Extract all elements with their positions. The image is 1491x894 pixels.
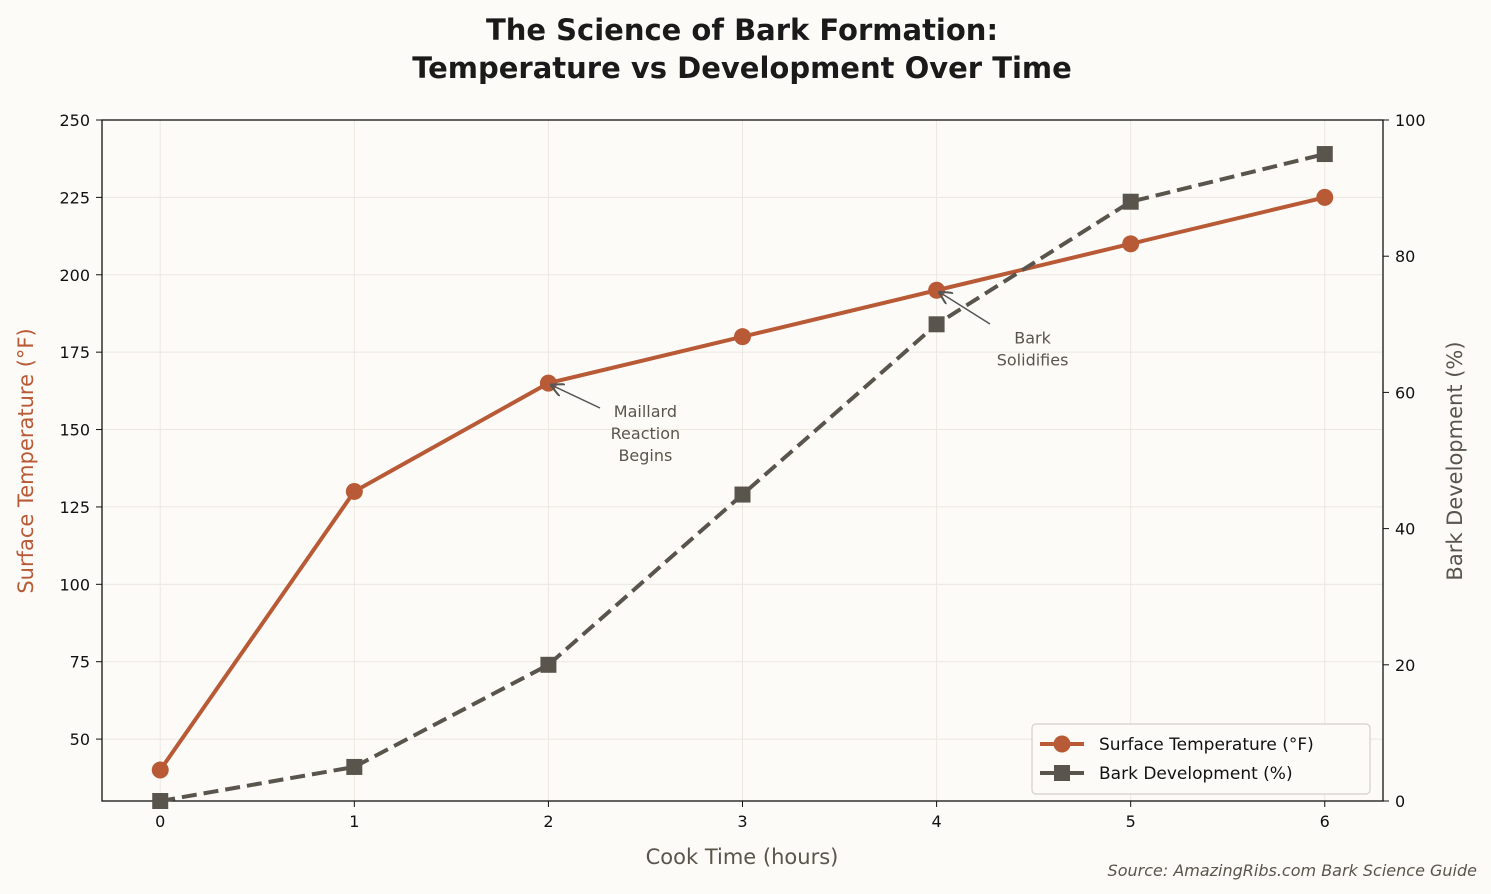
x-tick-label: 2: [543, 812, 553, 831]
legend-label: Bark Development (%): [1099, 764, 1293, 784]
x-axis-label: Cook Time (hours): [646, 845, 839, 869]
data-point-circle: [539, 374, 557, 392]
y-left-tick-label: 175: [59, 343, 90, 362]
x-tick-label: 4: [931, 812, 941, 831]
legend-circle-marker: [1053, 735, 1071, 753]
y-right-tick-label: 60: [1395, 383, 1415, 402]
x-tick-label: 0: [155, 812, 165, 831]
data-point-square: [734, 486, 751, 503]
y-left-tick-label: 200: [59, 266, 90, 285]
data-point-square: [1122, 193, 1139, 210]
x-tick-label: 3: [737, 812, 747, 831]
data-point-square: [346, 758, 363, 775]
y-right-tick-label: 40: [1395, 520, 1415, 539]
data-point-circle: [734, 328, 751, 346]
data-point-circle: [928, 281, 946, 299]
y-left-tick-label: 150: [59, 421, 90, 440]
x-tick-label: 5: [1126, 812, 1136, 831]
legend-square-marker: [1054, 765, 1070, 781]
data-point-circle: [1316, 188, 1334, 206]
y-left-tick-label: 125: [59, 498, 90, 517]
data-point-square: [152, 793, 169, 809]
y-left-tick-label: 75: [70, 653, 90, 672]
y-left-axis-label: Surface Temperature (°F): [14, 328, 38, 593]
y-right-tick-label: 20: [1395, 656, 1415, 675]
y-left-tick-label: 100: [59, 575, 90, 594]
data-point-square: [540, 656, 557, 673]
x-tick-label: 1: [349, 812, 359, 831]
data-point-circle: [151, 761, 169, 779]
y-right-tick-label: 80: [1395, 247, 1415, 266]
chart-title: The Science of Bark Formation: Temperatur…: [412, 13, 1072, 85]
y-left-tick-label: 50: [70, 730, 90, 749]
annotation-label: Bark Solidifies: [997, 328, 1069, 369]
y-right-axis-label: Bark Development (%): [1443, 341, 1467, 580]
data-point-square: [928, 316, 945, 333]
legend-label: Surface Temperature (°F): [1099, 735, 1314, 755]
legend: [1031, 723, 1371, 795]
y-left-tick-label: 225: [59, 188, 90, 207]
y-right-tick-label: 0: [1395, 792, 1405, 811]
source-note: Source: AmazingRibs.com Bark Science Gui…: [1108, 861, 1478, 880]
annotation-label: Maillard Reaction Begins: [611, 402, 681, 465]
data-point-square: [1316, 146, 1333, 163]
x-tick-label: 6: [1320, 812, 1330, 831]
annotation-arrow: [940, 292, 991, 325]
annotation-arrow: [551, 385, 601, 409]
data-point-circle: [1122, 235, 1140, 253]
data-point-circle: [345, 482, 363, 500]
y-left-tick-label: 250: [59, 111, 90, 130]
y-right-tick-label: 100: [1395, 111, 1426, 130]
